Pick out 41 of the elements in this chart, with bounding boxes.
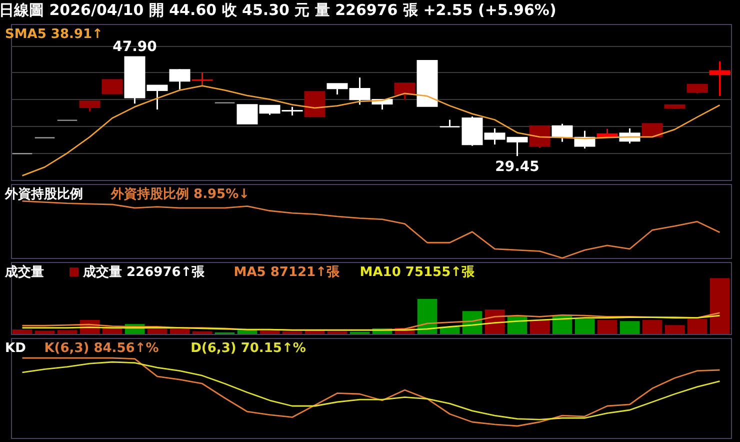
chart-title: 日線圖 2026/04/10 開 44.60 收 45.30 元 量 226976 張 +2.55 (+5.96%) (0, 1, 556, 19)
candlestick (394, 82, 416, 101)
candlestick (709, 60, 730, 97)
bar (530, 320, 550, 334)
bar (12, 330, 32, 334)
annotation: 47.90 (112, 38, 158, 55)
bar (417, 298, 438, 334)
bar (237, 330, 258, 334)
chart-title: 外資持股比例 (4, 187, 83, 202)
bar (620, 321, 640, 334)
candlestick (642, 123, 663, 138)
bar (57, 330, 78, 334)
series-label: D(6,3) 70.15↑% (190, 341, 306, 356)
bar (642, 320, 662, 334)
candlestick (552, 123, 573, 143)
legend-label: 成交量 226976↑張 (82, 264, 206, 280)
bar (574, 318, 595, 334)
text: MA5 87121↑張 (234, 265, 340, 280)
candlestick (192, 72, 213, 86)
chart-title: KD (5, 341, 26, 356)
series-label: 外資持股比例 8.95%↓ (110, 187, 250, 202)
annotation: 29.45 (495, 159, 540, 176)
text: MA10 75155↑張 (360, 265, 476, 280)
bar (664, 325, 685, 334)
bar (192, 331, 212, 334)
bar (147, 328, 168, 334)
candlestick (529, 125, 550, 149)
chart-title: 成交量 (4, 264, 44, 280)
series-label: K(6,3) 84.56↑% (44, 341, 159, 356)
text: SMA5 38.91↑ (5, 27, 103, 42)
bar (710, 278, 730, 334)
candlestick (169, 68, 190, 90)
bar (260, 330, 280, 334)
candlestick (102, 79, 123, 94)
bar (282, 331, 302, 334)
bar (327, 331, 348, 334)
bar (34, 330, 55, 334)
bar (687, 318, 708, 334)
candlestick (79, 100, 100, 112)
bar (170, 328, 190, 334)
bar (597, 320, 618, 334)
